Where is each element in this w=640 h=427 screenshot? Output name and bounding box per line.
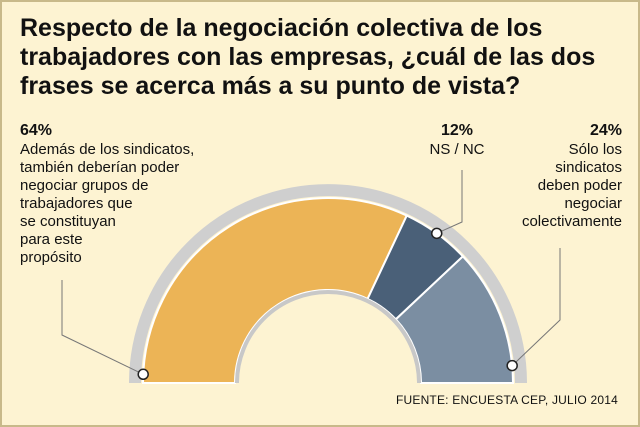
outer-rim	[129, 184, 527, 384]
category-label-line: negociar	[564, 195, 622, 212]
value-label-1: 12%	[440, 122, 474, 139]
leader-line-0	[61, 280, 144, 375]
category-label-0: Además de los sindicatos, también debería…	[20, 141, 250, 267]
leader-dot-1	[430, 227, 443, 240]
value-label-2: 24%	[589, 122, 622, 139]
category-label-line: negociar grupos de	[20, 177, 149, 194]
category-label-line: se constituyan	[20, 213, 116, 230]
category-label-1: NS / NC	[402, 141, 512, 159]
leader-dot-2	[506, 359, 518, 372]
category-label-line: trabajadores que	[20, 195, 133, 212]
category-label-line: Sólo los	[568, 141, 622, 158]
source-note: FUENTE: ENCUESTA CEP, JULIO 2014	[395, 393, 618, 407]
category-label-line: para este	[20, 231, 83, 248]
category-label-line: también deberían poder	[20, 159, 180, 176]
chart-title: Respecto de la negociación colectiva de …	[20, 14, 596, 100]
category-label-line: propósito	[20, 249, 82, 266]
label-ns-nc: 12% NS / NC	[402, 122, 512, 159]
category-label-line: colectivamente	[521, 213, 622, 230]
category-label-line: NS / NC	[429, 141, 485, 158]
category-label-line: Además de los sindicatos,	[20, 141, 195, 158]
category-label-line: sindicatos	[555, 159, 622, 176]
leader-dot-0	[137, 368, 149, 381]
value-label-0: 64%	[20, 122, 53, 139]
leader-line-2	[511, 248, 561, 366]
category-label-2: Sólo los sindicatos deben poder negociar col…	[476, 141, 622, 231]
label-sindicatos-y-grupos: 64% Además de los sindicatos, también deb…	[20, 122, 250, 267]
label-solo-sindicatos: 24% Sólo los sindicatos deben poder negocia…	[476, 122, 622, 231]
category-label-line: deben poder	[537, 177, 622, 194]
leader-line-1	[436, 170, 463, 234]
inner-edge	[235, 290, 421, 384]
